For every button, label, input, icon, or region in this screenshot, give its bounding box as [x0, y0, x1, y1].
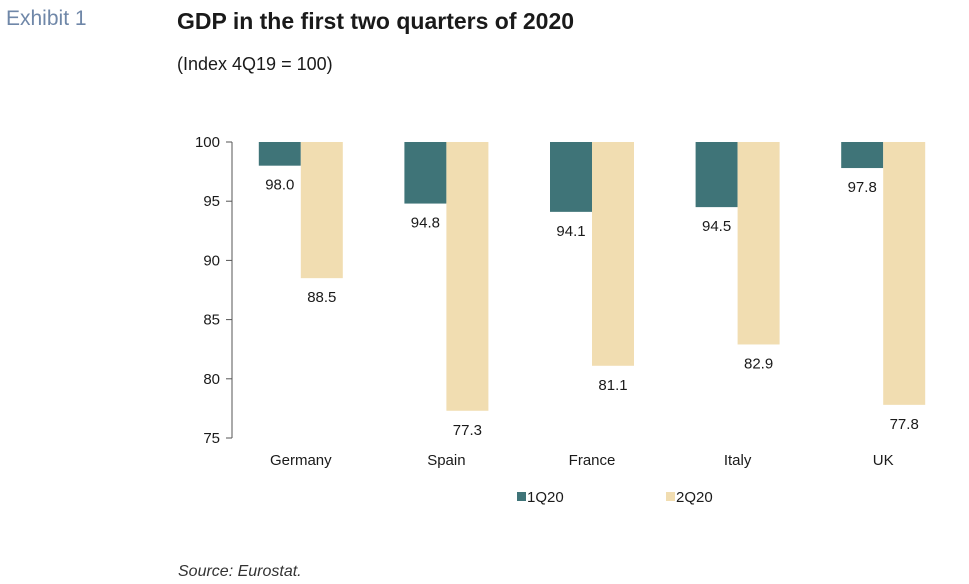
bar-1q20-italy — [695, 142, 738, 208]
exhibit-label: Exhibit 1 — [6, 7, 87, 30]
y-tick-label: 90 — [203, 252, 220, 269]
data-label: 82.9 — [744, 355, 773, 372]
bar-2q20-france — [592, 142, 634, 366]
data-label: 94.8 — [411, 215, 440, 232]
legend-swatch — [666, 492, 675, 501]
legend-swatch — [517, 492, 526, 501]
bar-2q20-italy — [737, 142, 780, 345]
data-label: 94.5 — [702, 218, 731, 235]
x-tick-label: France — [569, 452, 616, 469]
source-note: Source: Eurostat. — [178, 563, 302, 580]
bar-1q20-germany — [258, 142, 301, 166]
bar-2q20-spain — [446, 142, 489, 411]
data-label: 77.3 — [453, 422, 482, 439]
y-tick-label: 80 — [203, 371, 220, 388]
x-tick-label: Germany — [270, 452, 332, 469]
y-tick-label: 95 — [203, 193, 220, 210]
x-tick-label: Spain — [427, 452, 465, 469]
data-label: 77.8 — [890, 416, 919, 433]
y-axis: 100 95 90 85 80 75 — [195, 134, 233, 447]
chart-subtitle: (Index 4Q19 = 100) — [177, 54, 333, 74]
data-label: 94.1 — [556, 223, 585, 240]
data-label: 88.5 — [307, 289, 336, 306]
legend-label: 1Q20 — [527, 489, 564, 506]
x-tick-label: Italy — [724, 452, 752, 469]
x-axis-labels: Germany Spain France Italy UK — [270, 452, 894, 469]
legend-label: 2Q20 — [676, 489, 713, 506]
data-label: 98.0 — [265, 177, 294, 194]
chart-title: GDP in the first two quarters of 2020 — [177, 8, 575, 34]
bar-1q20-spain — [404, 142, 447, 204]
value-labels: 98.0 88.5 94.8 77.3 94.1 81.1 94.5 82.9 97.8 77.8 — [265, 177, 919, 439]
data-label: 81.1 — [598, 377, 627, 394]
y-tick-label: 75 — [203, 430, 220, 447]
y-tick-label: 85 — [203, 312, 220, 329]
legend: 1Q20 2Q20 — [517, 489, 713, 506]
bar-1q20-uk — [841, 142, 884, 169]
data-label: 97.8 — [848, 179, 877, 196]
x-tick-label: UK — [873, 452, 894, 469]
bars — [258, 142, 926, 411]
bar-2q20-uk — [883, 142, 926, 405]
bar-2q20-germany — [300, 142, 343, 279]
bar-1q20-france — [550, 142, 592, 212]
y-tick-label: 100 — [195, 134, 220, 151]
